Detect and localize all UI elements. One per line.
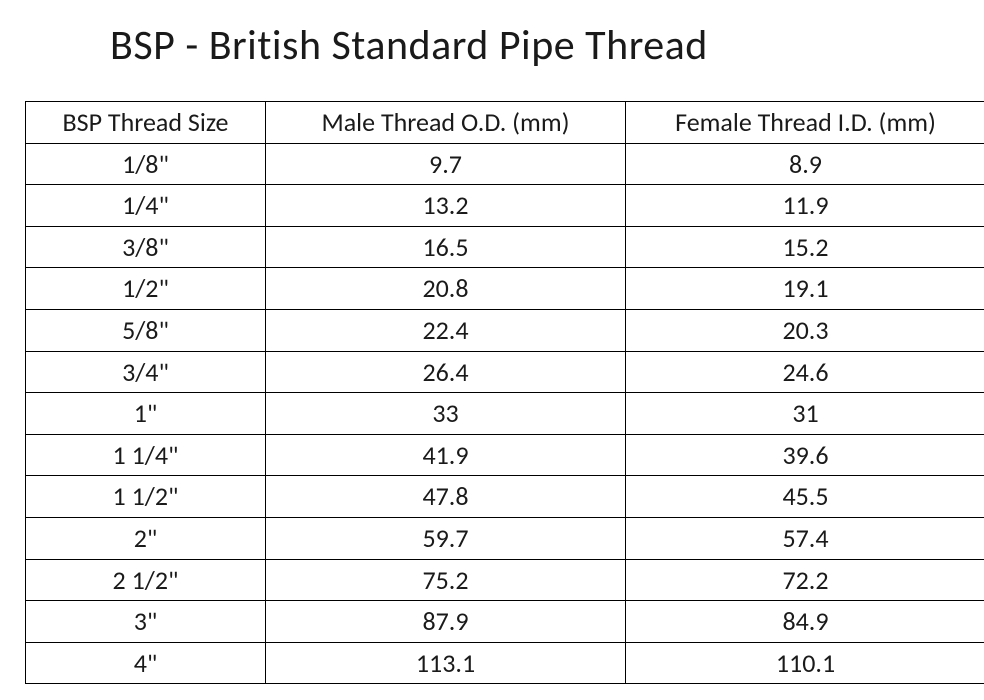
col-header-male-od: Male Thread O.D. (mm) xyxy=(266,102,626,144)
cell-male-od: 47.8 xyxy=(266,476,626,518)
col-header-size: BSP Thread Size xyxy=(26,102,266,144)
table-row: 2" 59.7 57.4 xyxy=(26,517,984,559)
table-row: 1 1/2" 47.8 45.5 xyxy=(26,476,984,518)
table-row: 2 1/2" 75.2 72.2 xyxy=(26,559,984,601)
cell-female-id: 31 xyxy=(626,393,984,435)
cell-female-id: 45.5 xyxy=(626,476,984,518)
cell-female-id: 19.1 xyxy=(626,268,984,310)
cell-male-od: 22.4 xyxy=(266,309,626,351)
table-row: 4" 113.1 110.1 xyxy=(26,642,984,684)
cell-size: 3" xyxy=(26,601,266,643)
cell-male-od: 113.1 xyxy=(266,642,626,684)
cell-size: 4" xyxy=(26,642,266,684)
cell-male-od: 16.5 xyxy=(266,226,626,268)
table-row: 1" 33 31 xyxy=(26,393,984,435)
cell-male-od: 41.9 xyxy=(266,434,626,476)
cell-female-id: 57.4 xyxy=(626,517,984,559)
cell-female-id: 24.6 xyxy=(626,351,984,393)
cell-male-od: 26.4 xyxy=(266,351,626,393)
page: BSP - British Standard Pipe Thread BSP T… xyxy=(0,0,984,684)
cell-male-od: 59.7 xyxy=(266,517,626,559)
cell-male-od: 75.2 xyxy=(266,559,626,601)
table-row: 3/8" 16.5 15.2 xyxy=(26,226,984,268)
table-body: 1/8" 9.7 8.9 1/4" 13.2 11.9 3/8" 16.5 15… xyxy=(26,143,984,684)
cell-size: 2 1/2" xyxy=(26,559,266,601)
table-row: 3" 87.9 84.9 xyxy=(26,601,984,643)
cell-female-id: 72.2 xyxy=(626,559,984,601)
cell-female-id: 8.9 xyxy=(626,143,984,185)
cell-size: 3/4" xyxy=(26,351,266,393)
table-row: 5/8" 22.4 20.3 xyxy=(26,309,984,351)
table-header-row: BSP Thread Size Male Thread O.D. (mm) Fe… xyxy=(26,102,984,144)
cell-male-od: 33 xyxy=(266,393,626,435)
cell-female-id: 110.1 xyxy=(626,642,984,684)
cell-female-id: 39.6 xyxy=(626,434,984,476)
page-title: BSP - British Standard Pipe Thread xyxy=(110,20,964,71)
col-header-female-id: Female Thread I.D. (mm) xyxy=(626,102,984,144)
bsp-thread-table: BSP Thread Size Male Thread O.D. (mm) Fe… xyxy=(25,101,984,684)
cell-size: 1/4" xyxy=(26,185,266,227)
cell-size: 3/8" xyxy=(26,226,266,268)
cell-female-id: 15.2 xyxy=(626,226,984,268)
cell-size: 2" xyxy=(26,517,266,559)
cell-female-id: 20.3 xyxy=(626,309,984,351)
cell-size: 1 1/4" xyxy=(26,434,266,476)
cell-size: 5/8" xyxy=(26,309,266,351)
cell-female-id: 11.9 xyxy=(626,185,984,227)
cell-female-id: 84.9 xyxy=(626,601,984,643)
table-row: 1/2" 20.8 19.1 xyxy=(26,268,984,310)
cell-size: 1/8" xyxy=(26,143,266,185)
table-row: 1/4" 13.2 11.9 xyxy=(26,185,984,227)
table-row: 3/4" 26.4 24.6 xyxy=(26,351,984,393)
table-row: 1 1/4" 41.9 39.6 xyxy=(26,434,984,476)
cell-size: 1" xyxy=(26,393,266,435)
cell-size: 1 1/2" xyxy=(26,476,266,518)
cell-male-od: 20.8 xyxy=(266,268,626,310)
cell-male-od: 87.9 xyxy=(266,601,626,643)
cell-male-od: 9.7 xyxy=(266,143,626,185)
cell-male-od: 13.2 xyxy=(266,185,626,227)
table-row: 1/8" 9.7 8.9 xyxy=(26,143,984,185)
cell-size: 1/2" xyxy=(26,268,266,310)
